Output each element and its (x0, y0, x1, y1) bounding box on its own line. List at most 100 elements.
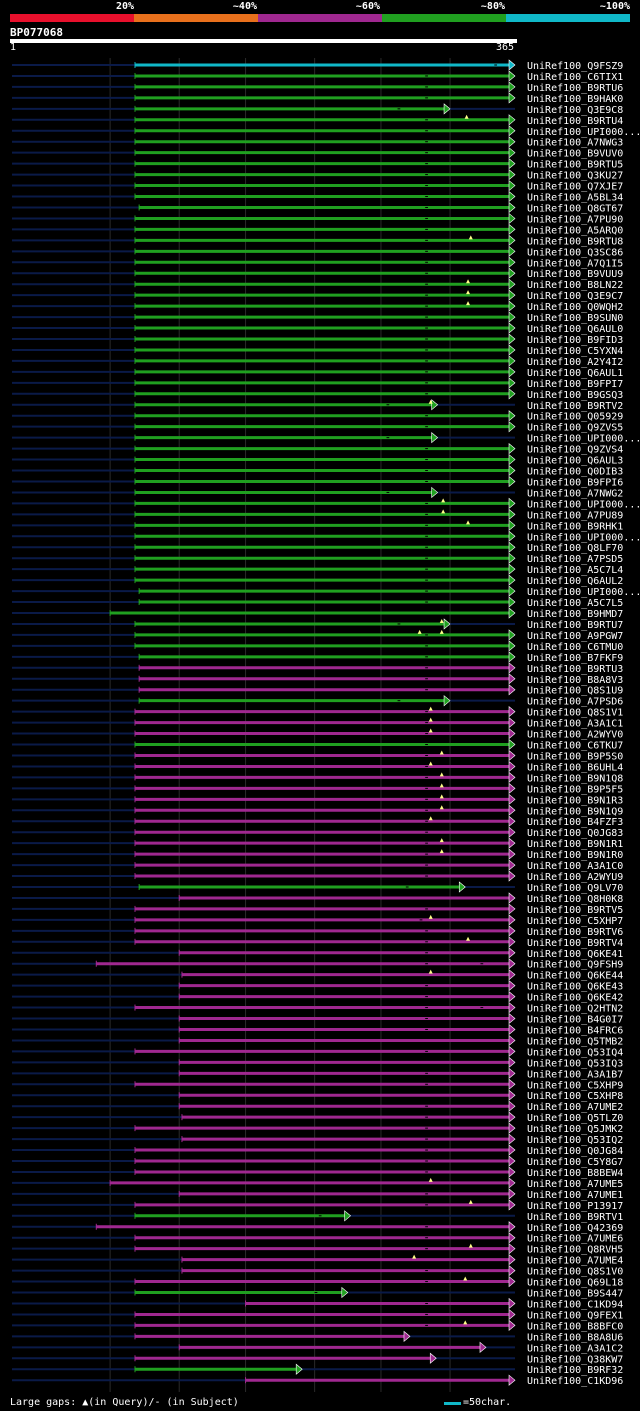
hit-label: UniRef100_B9RTV6 (527, 927, 623, 938)
hit-label: UniRef100_Q05929 (527, 412, 623, 423)
hit-label: UniRef100_Q5TMB2 (527, 1036, 623, 1047)
hit-label: UniRef100_B9VUU9 (527, 269, 623, 280)
hit-arrow (508, 519, 516, 531)
hit-label: UniRef100_B9RTU3 (527, 664, 623, 675)
hit-arrow (508, 223, 516, 236)
hit-label: UniRef100_Q9FEX1 (527, 1310, 623, 1321)
hit-arrow (508, 179, 516, 192)
hit-label: UniRef100_A3A1C0 (527, 861, 623, 872)
query-gap-marker (439, 629, 444, 634)
scale-swatch (444, 1402, 461, 1405)
hit-arrow (508, 1319, 516, 1332)
hit-label: UniRef100_Q6AUL0 (527, 324, 623, 335)
hit-label: UniRef100_B9RTU5 (527, 160, 623, 171)
hit-label: UniRef100_B9RTU6 (527, 83, 623, 94)
hit-arrow (508, 848, 516, 860)
hit-label: UniRef100_B9N1R0 (527, 850, 623, 861)
hit-arrow (508, 300, 516, 312)
hit-arrow (508, 1221, 516, 1233)
hit-label: UniRef100_A5C7L4 (527, 565, 623, 576)
hit-label: UniRef100_B9RTV2 (527, 401, 623, 412)
identity-scale: 20% ~40% ~60% ~80% ~100% (10, 0, 630, 22)
hit-label: UniRef100_Q6KE44 (527, 971, 623, 982)
query-gap-marker (428, 706, 433, 711)
hit-label: UniRef100_A2WYV0 (527, 730, 623, 741)
query-gap-marker (428, 1177, 433, 1182)
hit-label: UniRef100_Q8LF70 (527, 543, 623, 554)
query-gap-marker (428, 399, 433, 404)
hit-label: UniRef100_B9HMD7 (527, 609, 623, 620)
hit-label: UniRef100_C5YXN4 (527, 346, 623, 357)
hit-label: UniRef100_B8BFC0 (527, 1321, 623, 1332)
hit-label: UniRef100_B4G0I7 (527, 1015, 623, 1026)
identity-segment (382, 14, 506, 22)
hit-arrow (508, 947, 516, 959)
hit-arrow (508, 1155, 516, 1167)
hit-arrow (508, 136, 516, 148)
hit-label: UniRef100_UPI000... (527, 587, 640, 598)
hit-arrow (508, 377, 516, 389)
hit-arrow (508, 760, 516, 773)
hit-label: UniRef100_B4FRC6 (527, 1025, 623, 1036)
hit-arrow (508, 936, 516, 948)
hit-label: UniRef100_Q9ZVS4 (527, 445, 623, 456)
hit-arrow (508, 815, 516, 827)
hit-arrow (508, 421, 516, 433)
hit-arrow (508, 289, 516, 301)
hit-arrow (431, 399, 439, 411)
hit-label: UniRef100_A9PGW7 (527, 631, 623, 642)
hit-label: UniRef100_Q6KE43 (527, 982, 623, 993)
hit-arrow (508, 1056, 516, 1069)
hit-label: UniRef100_B9VUV0 (527, 149, 623, 160)
hit-label: UniRef100_UPI000... (527, 127, 640, 138)
hit-arrow (508, 168, 516, 181)
hit-label: UniRef100_A7UME1 (527, 1190, 623, 1201)
hit-arrow (508, 256, 516, 268)
hit-label: UniRef100_B6UHL4 (527, 762, 623, 773)
hit-label: UniRef100_A7PU90 (527, 214, 623, 225)
hit-arrow (508, 388, 516, 400)
hit-label: UniRef100_B9RHK1 (527, 521, 623, 532)
query-gap-marker (439, 783, 444, 788)
hit-arrow (508, 673, 516, 685)
hit-arrow (508, 1243, 516, 1255)
hit-arrow (508, 826, 516, 838)
hit-label: UniRef100_B9RTU4 (527, 116, 623, 127)
hit-label: UniRef100_Q0DIB3 (527, 467, 623, 478)
hit-arrow (508, 530, 516, 542)
hit-label: UniRef100_A5ARQ0 (527, 225, 623, 236)
hit-arrow (508, 311, 516, 323)
hit-label: UniRef100_UPI000... (527, 499, 640, 510)
hit-arrow (429, 1352, 437, 1364)
hit-label: UniRef100_B9FPI6 (527, 477, 623, 488)
hit-arrow (443, 618, 451, 630)
hit-arrow (508, 212, 516, 225)
hit-label: UniRef100_B8BEW4 (527, 1168, 623, 1179)
hit-label: UniRef100_Q8S1U9 (527, 686, 623, 697)
hit-arrow (295, 1363, 303, 1375)
hit-arrow (508, 969, 516, 981)
hit-label: UniRef100_Q53IQ3 (527, 1058, 623, 1069)
hit-arrow (508, 552, 516, 564)
hit-arrow (508, 59, 516, 71)
query-gap-marker (468, 235, 473, 240)
hit-arrow (508, 1297, 516, 1310)
hit-arrow (508, 1067, 516, 1079)
hit-arrow (508, 278, 516, 290)
query-gap-marker (439, 794, 444, 799)
hit-label: UniRef100_A3A1C1 (527, 719, 623, 730)
hit-label: UniRef100_Q0JG83 (527, 828, 623, 839)
hit-arrow (508, 464, 516, 477)
query-gap-marker (417, 629, 422, 634)
hit-arrow (508, 914, 516, 926)
hit-arrow (508, 475, 516, 488)
hit-arrow (508, 804, 516, 816)
hit-arrow (508, 157, 516, 170)
hit-label: UniRef100_Q8S1V0 (527, 1267, 623, 1278)
hit-label: UniRef100_B9N1R1 (527, 839, 623, 850)
hit-label: UniRef100_Q8H0K8 (527, 894, 623, 905)
hit-label: UniRef100_A7UME6 (527, 1234, 623, 1245)
hit-label: UniRef100_A7PU89 (527, 510, 623, 521)
hit-arrow (508, 366, 516, 378)
query-gap-marker (428, 816, 433, 821)
